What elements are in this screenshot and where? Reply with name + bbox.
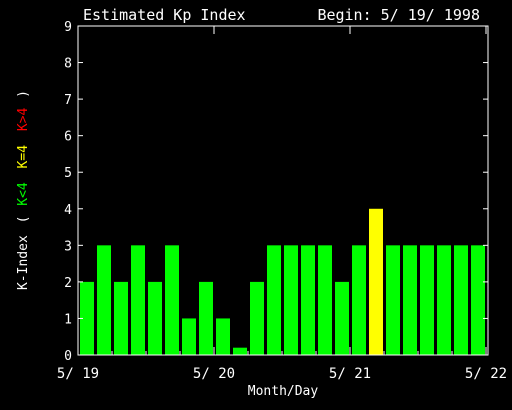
bar-16 [352, 245, 366, 355]
y-tick-label: 3 [64, 239, 72, 254]
x-axis: 5/ 19 5/ 20 5/ 21 5/ 22 [57, 26, 507, 382]
y-tick-label: 2 [64, 276, 72, 291]
bar-0 [80, 281, 94, 355]
y-axis: 0 1 2 3 4 5 6 7 8 9 [64, 20, 488, 364]
y-tick-label: 6 [64, 130, 72, 145]
x-tick-label: 5/ 19 [57, 366, 99, 382]
bar-22 [454, 245, 468, 355]
bar-20 [420, 245, 434, 355]
plot-frame [77, 25, 489, 356]
bar-19 [403, 245, 417, 355]
y-tick-label: 5 [64, 166, 72, 181]
bar-12 [284, 245, 298, 355]
bar-4 [148, 281, 162, 355]
bar-15 [335, 281, 349, 355]
bar-8 [216, 318, 230, 355]
x-tick-label: 5/ 21 [329, 366, 371, 382]
bar-18 [386, 245, 400, 355]
y-axis-label-high: K>4 [16, 107, 31, 131]
bars-group [80, 208, 485, 355]
y-axis-label-open: ( [16, 216, 31, 224]
y-tick-label: 9 [64, 20, 72, 35]
bar-1 [97, 245, 111, 355]
y-tick-label: 1 [64, 312, 72, 327]
chart-title: Estimated Kp Index [83, 6, 246, 24]
y-tick-label: 0 [64, 349, 72, 364]
bar-7 [199, 281, 213, 355]
bar-14 [318, 245, 332, 355]
bar-9 [233, 347, 247, 355]
x-tick-label: 5/ 20 [193, 366, 235, 382]
bar-10 [250, 281, 264, 355]
x-axis-label: Month/Day [248, 384, 319, 399]
x-tick-label: 5/ 22 [465, 366, 507, 382]
bar-17 [369, 208, 383, 355]
begin-date-label: Begin: 5/ 19/ 1998 [317, 6, 480, 24]
bar-13 [301, 245, 315, 355]
bar-3 [131, 245, 145, 355]
y-axis-label-mid: K=4 [16, 145, 31, 169]
bar-21 [437, 245, 451, 355]
y-axis-label-low: K<4 [16, 182, 31, 206]
bar-6 [182, 318, 196, 355]
y-axis-label-close: ) [16, 90, 31, 98]
bar-5 [165, 245, 179, 355]
bar-2 [114, 281, 128, 355]
y-axis-label: K-Index ( K<4 K=4 K>4 ) [16, 90, 31, 290]
y-axis-label-prefix: K-Index [16, 235, 31, 290]
y-tick-label: 4 [64, 203, 72, 218]
y-tick-label: 8 [64, 57, 72, 72]
bar-11 [267, 245, 281, 355]
y-tick-label: 7 [64, 93, 72, 108]
bar-23 [471, 245, 485, 355]
